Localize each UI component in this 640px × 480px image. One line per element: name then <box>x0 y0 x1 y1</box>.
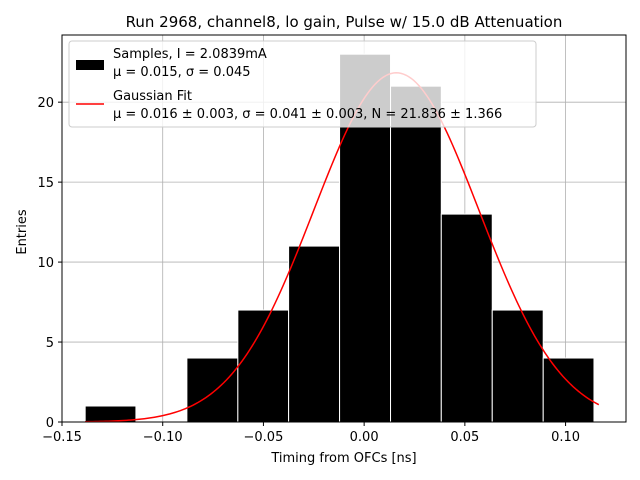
legend: Samples, I = 2.0839mA μ = 0.015, σ = 0.0… <box>68 40 537 128</box>
y-tick-label-1: 5 <box>46 336 54 351</box>
y-tick-label-2: 10 <box>37 256 54 271</box>
legend-fit-line1: Gaussian Fit <box>113 89 192 104</box>
gaussian-fit <box>85 72 600 423</box>
histogram-bar-8 <box>491 309 544 423</box>
y-axis-label: Entries <box>15 209 30 255</box>
legend-box <box>68 40 537 128</box>
y-tick-label-4: 20 <box>37 96 54 111</box>
histogram-bar-9 <box>542 357 595 423</box>
histogram-bar-2 <box>186 357 239 423</box>
y-tick-label-3: 15 <box>37 176 54 191</box>
plot-frame <box>61 34 627 423</box>
histogram-bar-7 <box>440 213 493 423</box>
x-tick-label-1: −0.10 <box>143 430 183 445</box>
histogram-bar-6 <box>390 85 442 423</box>
axis-ticks: −0.15 −0.10 −0.05 0.00 0.05 0.10 0 5 10 15 20 <box>37 96 580 445</box>
x-tick-label-5: 0.10 <box>551 430 580 445</box>
histogram-bar-4 <box>288 245 341 423</box>
x-tick-label-3: 0.00 <box>350 430 379 445</box>
chart-title: Run 2968, channel8, lo gain, Pulse w/ 15… <box>126 13 563 31</box>
x-axis-label: Timing from OFCs [ns] <box>270 451 416 466</box>
legend-samples-swatch <box>76 60 104 70</box>
gaussian-fit-curve <box>85 72 600 423</box>
x-tick-label-2: −0.05 <box>244 430 284 445</box>
legend-samples-line2: μ = 0.015, σ = 0.045 <box>113 65 251 80</box>
legend-samples-line1: Samples, I = 2.0839mA <box>113 47 267 62</box>
legend-fit-line2: μ = 0.016 ± 0.003, σ = 0.041 ± 0.003, N … <box>113 107 502 122</box>
y-tick-label-0: 0 <box>46 416 54 431</box>
x-tick-label-4: 0.05 <box>450 430 479 445</box>
x-tick-label-0: −0.15 <box>42 430 82 445</box>
